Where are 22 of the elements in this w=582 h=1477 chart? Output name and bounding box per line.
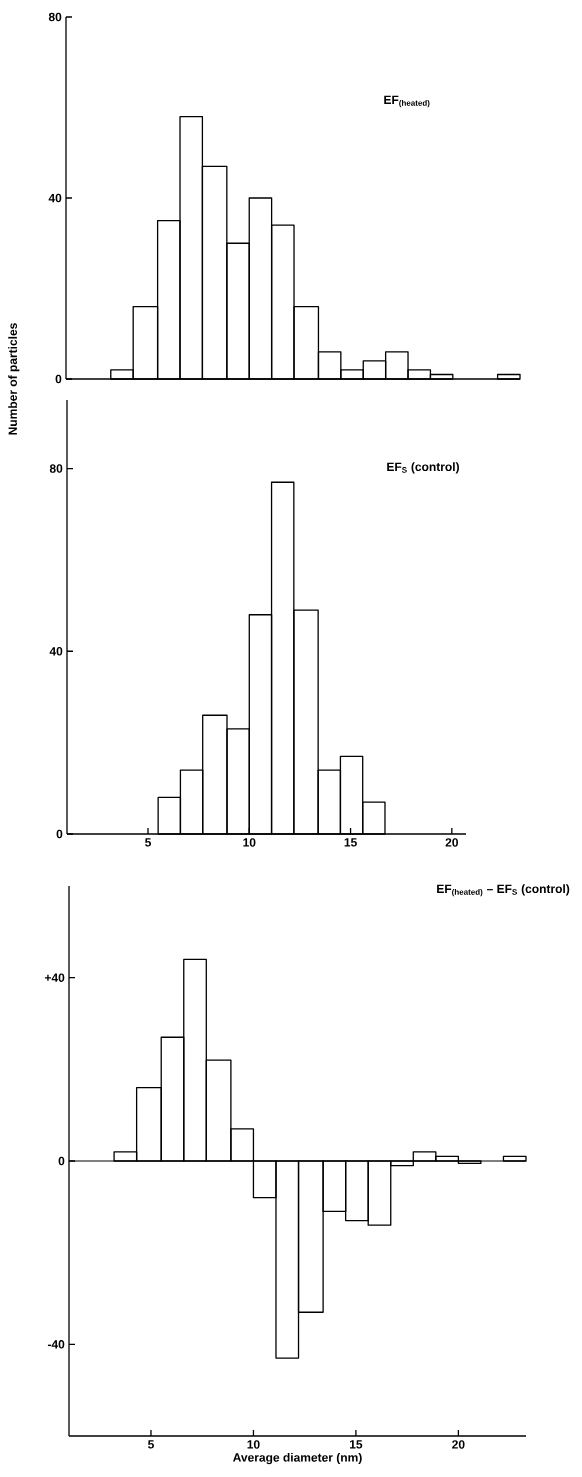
x-axis-title: Average diameter (nm) bbox=[233, 1452, 362, 1465]
y-tick-label: 0 bbox=[58, 1156, 65, 1166]
y-tick-label: 0 bbox=[56, 829, 63, 839]
x-tick-label: 10 bbox=[243, 838, 256, 847]
x-tick-label: 20 bbox=[452, 1440, 465, 1449]
y-tick-label: 80 bbox=[49, 464, 63, 473]
y-tick-label: 40 bbox=[49, 647, 63, 656]
x-tick-label: 15 bbox=[344, 838, 357, 847]
x-tick-label: 20 bbox=[445, 838, 458, 847]
y-tick-label: 0 bbox=[55, 374, 62, 384]
y-tick-label: 80 bbox=[48, 12, 62, 22]
chart-title: EF$_{(heated)}$ – EF$_{S}$ (control) bbox=[437, 884, 570, 897]
y-axis-title: Number of particles bbox=[8, 323, 20, 435]
x-tick-label: 5 bbox=[145, 838, 152, 847]
x-tick-label: 5 bbox=[148, 1440, 154, 1449]
y-tick-label: -40 bbox=[47, 1340, 65, 1349]
x-tick-label: 10 bbox=[247, 1440, 260, 1449]
y-tick-label: 40 bbox=[48, 193, 62, 203]
text: EF$_{S}$ (control) bbox=[387, 462, 459, 474]
text: EF$_{(heated)}$ bbox=[384, 95, 430, 108]
x-tick-label: 15 bbox=[349, 1440, 363, 1449]
y-tick-label: +40 bbox=[44, 973, 65, 982]
